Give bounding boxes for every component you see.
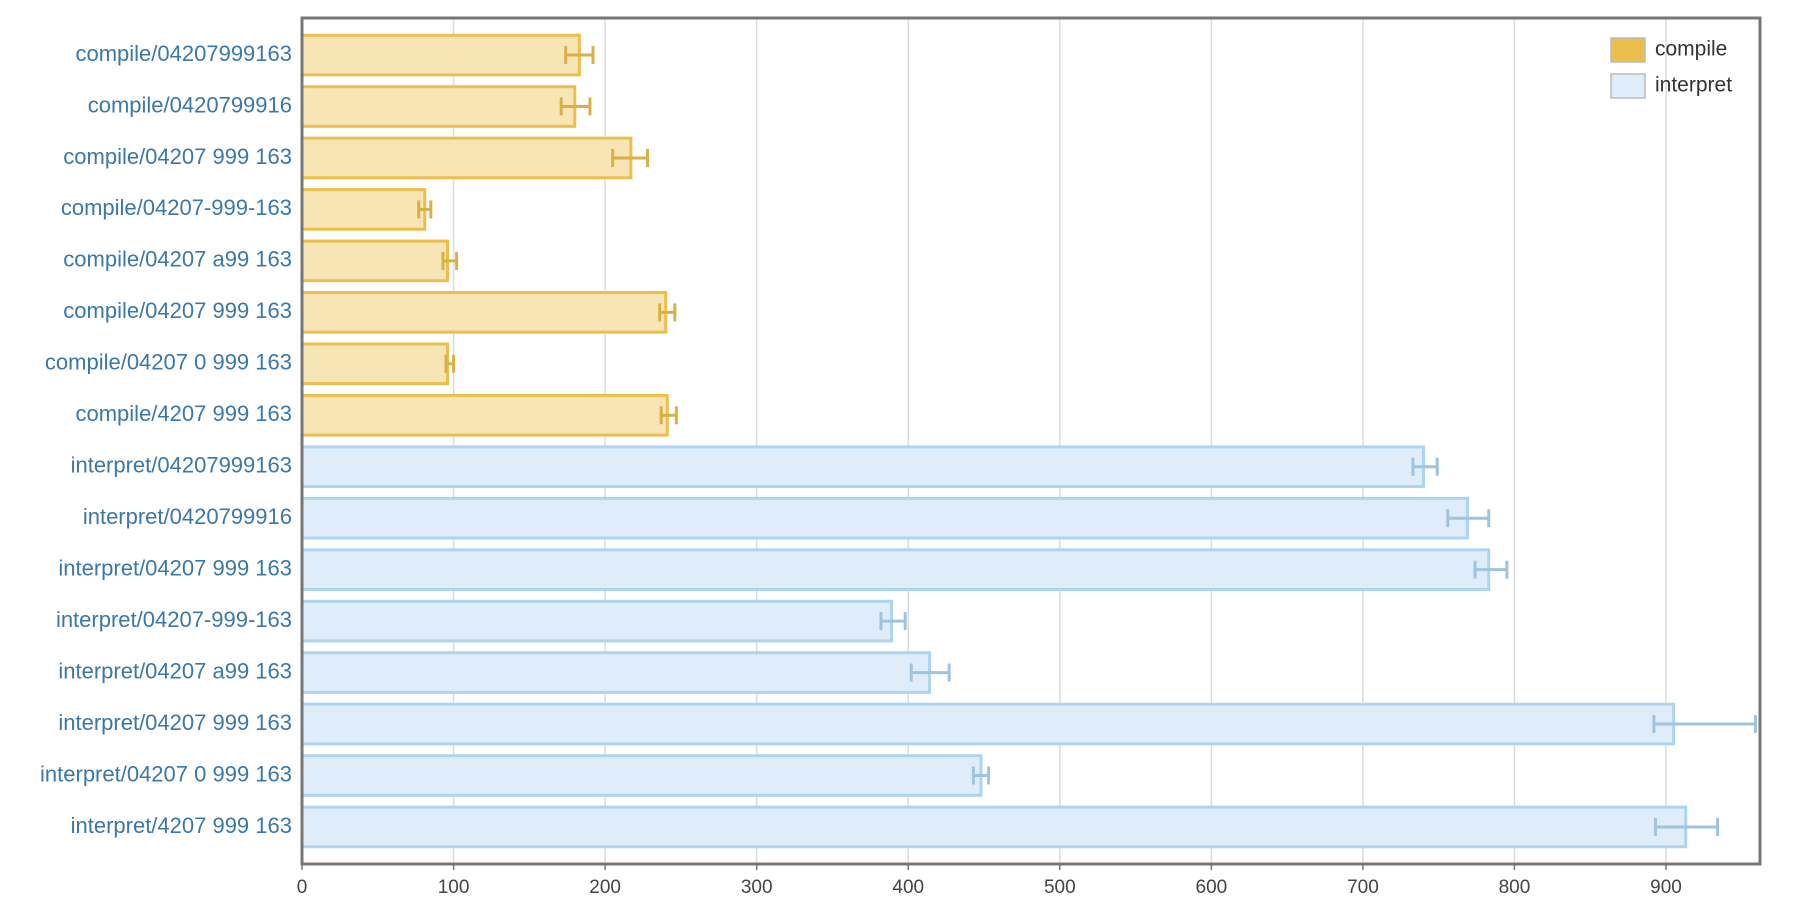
error-bar	[611, 148, 650, 167]
error-bar	[417, 200, 433, 219]
x-tick-label: 0	[297, 877, 308, 898]
bar	[300, 599, 894, 643]
error-bar	[909, 663, 951, 682]
x-tick-label: 600	[1196, 877, 1228, 898]
y-tick-label: compile/0420799916	[88, 92, 292, 117]
y-tick-label: interpret/04207-999-163	[56, 607, 292, 632]
y-tick-label: compile/04207 999 163	[63, 298, 292, 323]
error-bar	[879, 612, 907, 631]
y-tick-label: compile/4207 999 163	[76, 401, 293, 426]
error-bar	[971, 766, 991, 785]
x-tick-label: 700	[1347, 877, 1379, 898]
x-tick-label: 800	[1499, 877, 1531, 898]
error-bar	[659, 406, 678, 425]
error-bar	[564, 46, 595, 65]
y-tick-label: interpret/04207 a99 163	[58, 658, 292, 683]
y-tick-label: interpret/04207 0 999 163	[40, 761, 292, 786]
x-tick-label: 500	[1044, 877, 1076, 898]
x-tick-label: 300	[741, 877, 773, 898]
bar	[300, 651, 931, 694]
legend-label: compile	[1655, 38, 1727, 61]
error-bar	[441, 251, 459, 270]
error-bar	[1446, 509, 1491, 528]
bar	[300, 239, 449, 283]
y-tick-label: interpret/04207999163	[71, 453, 292, 478]
x-tick-label: 900	[1650, 877, 1682, 898]
error-bar	[1411, 457, 1439, 476]
x-tick-label: 200	[589, 877, 621, 898]
y-tick-label: compile/04207 0 999 163	[45, 350, 292, 375]
error-bar	[444, 354, 456, 373]
y-tick-label: compile/04207 a99 163	[63, 247, 292, 272]
bar	[300, 548, 1491, 591]
bar	[300, 188, 427, 231]
y-tick-label: compile/04207999163	[75, 41, 292, 66]
x-tick-label: 400	[892, 877, 924, 898]
y-tick-label: interpret/04207 999 163	[58, 555, 292, 580]
bar	[300, 702, 1676, 746]
bar	[300, 754, 983, 797]
y-tick-label: compile/04207-999-163	[61, 195, 292, 220]
y-tick-label: interpret/4207 999 163	[71, 813, 292, 838]
legend-swatch	[1610, 73, 1646, 99]
bar	[300, 445, 1426, 489]
bar	[300, 342, 449, 386]
legend-swatch	[1610, 37, 1646, 63]
plot-border	[300, 16, 1762, 866]
error-bar	[1653, 817, 1720, 836]
y-tick-label: compile/04207 999 163	[63, 144, 292, 169]
bar	[300, 33, 581, 77]
legend-label: interpret	[1655, 74, 1732, 97]
y-tick-label: interpret/0420799916	[83, 504, 292, 529]
bar	[300, 393, 669, 437]
error-bar	[658, 303, 677, 322]
bar	[300, 291, 668, 334]
bar	[300, 805, 1688, 849]
bar	[300, 85, 577, 128]
bar	[300, 136, 633, 180]
error-bar	[1652, 715, 1757, 734]
error-bar	[559, 97, 592, 116]
x-tick-label: 100	[438, 877, 470, 898]
bar	[300, 496, 1469, 540]
error-bar	[1473, 560, 1509, 579]
y-tick-label: interpret/04207 999 163	[58, 710, 292, 735]
